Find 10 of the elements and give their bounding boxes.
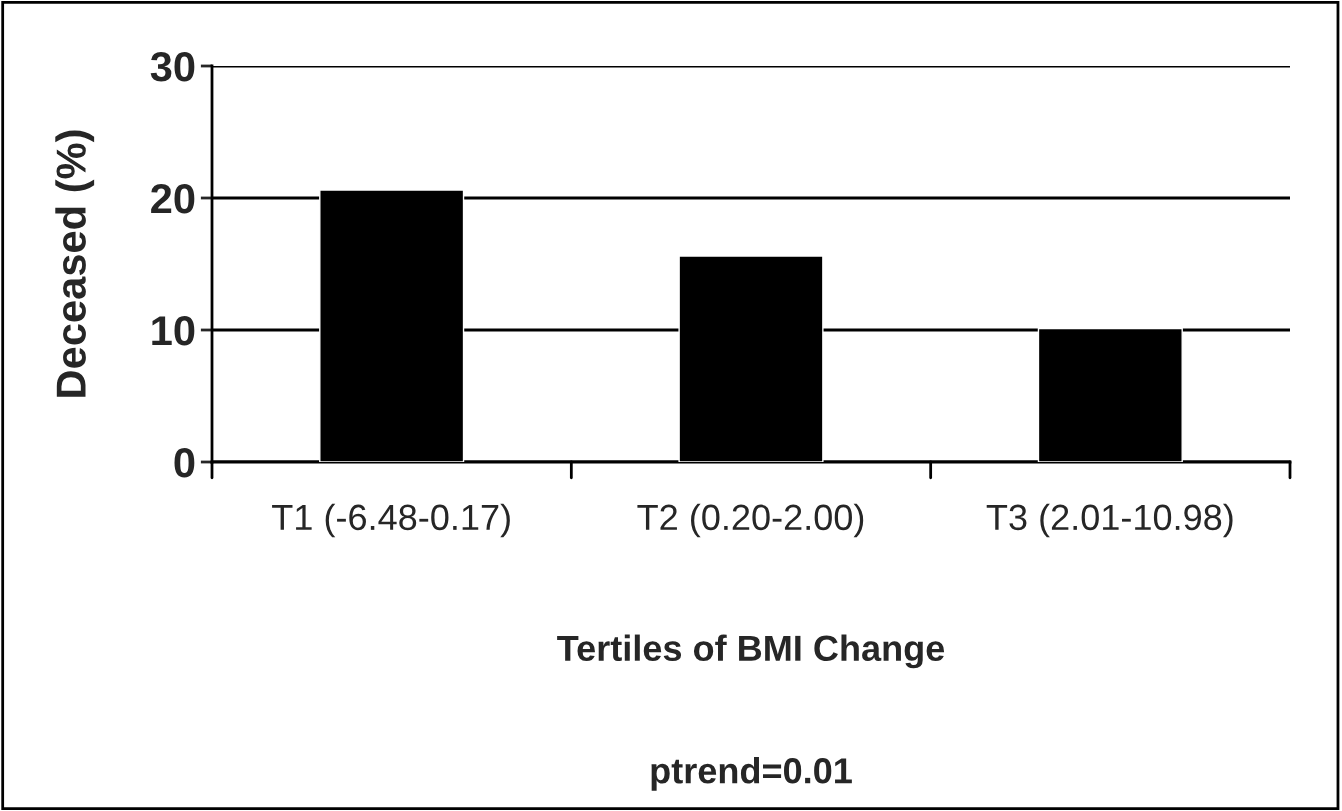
x-tick-label: T2 (0.20-2.00): [637, 503, 864, 538]
text: ptrend=0.01: [651, 757, 852, 791]
x-tick-label: T3 (2.01-10.98): [986, 503, 1233, 538]
x-axis-title: Tertiles of BMI Change: [557, 634, 945, 669]
y-tick-label: 0: [174, 448, 195, 478]
y-axis-title: Deceased (%): [55, 130, 95, 397]
x-tick-label: T1 (-6.48-0.17): [272, 503, 510, 538]
y-tick-label: 20: [151, 184, 195, 214]
y-tick-label: 10: [152, 316, 195, 346]
y-tick-label: 30: [150, 52, 195, 82]
